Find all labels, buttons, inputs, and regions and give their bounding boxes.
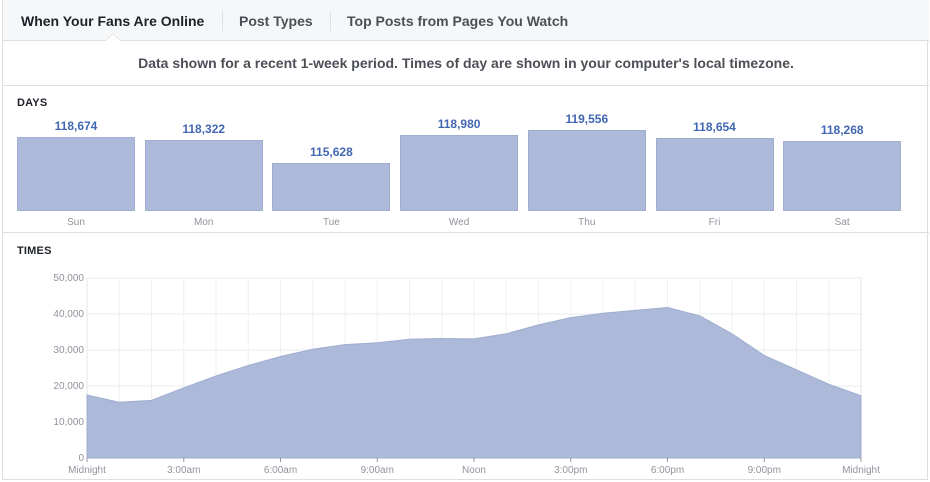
tab-bar: When Your Fans Are Online Post Types Top… bbox=[3, 0, 929, 41]
day-value-label: 118,674 bbox=[54, 119, 98, 134]
x-tick-label: 9:00pm bbox=[748, 465, 781, 476]
day-value-label: 119,556 bbox=[565, 112, 609, 126]
x-tick-label: 3:00pm bbox=[554, 465, 587, 476]
times-section-label: TIMES bbox=[17, 245, 52, 257]
day-value-label: 115,628 bbox=[310, 145, 353, 160]
y-tick-label: 40,000 bbox=[53, 309, 84, 320]
x-tick-label: Noon bbox=[462, 465, 486, 476]
x-tick-label: 6:00pm bbox=[651, 465, 684, 476]
tab-when-fans-online[interactable]: When Your Fans Are Online bbox=[21, 13, 205, 29]
day-value-label: 118,322 bbox=[182, 122, 226, 137]
x-tick-label: 3:00am bbox=[167, 465, 200, 476]
day-axis-label: Mon bbox=[193, 217, 214, 228]
x-tick-label: 6:00am bbox=[264, 465, 297, 476]
active-tab-caret bbox=[105, 33, 121, 41]
tab-separator bbox=[222, 11, 223, 31]
day-axis-label: Thu bbox=[578, 217, 596, 228]
x-tick-label: Midnight bbox=[68, 465, 106, 476]
tab-top-posts[interactable]: Top Posts from Pages You Watch bbox=[347, 13, 569, 29]
y-tick-label: 0 bbox=[78, 453, 84, 464]
x-tick-label: 9:00am bbox=[361, 465, 394, 476]
day-axis-label: Fri bbox=[708, 217, 721, 228]
section-divider bbox=[3, 232, 929, 233]
day-axis-label: Wed bbox=[448, 217, 470, 228]
day-bar-thu[interactable] bbox=[527, 130, 646, 211]
day-bar-wed[interactable] bbox=[400, 134, 519, 211]
day-value-label: 118,654 bbox=[693, 119, 736, 134]
day-bar-fri[interactable] bbox=[655, 137, 774, 211]
y-tick-label: 20,000 bbox=[53, 381, 84, 392]
day-bar-sat[interactable] bbox=[783, 140, 902, 211]
day-axis-label: Tue bbox=[322, 217, 340, 228]
tab-post-types[interactable]: Post Types bbox=[239, 13, 313, 29]
day-bar-mon[interactable] bbox=[144, 140, 263, 211]
y-tick-label: 50,000 bbox=[53, 273, 84, 284]
day-bar-sun[interactable] bbox=[17, 137, 135, 211]
y-tick-label: 10,000 bbox=[53, 417, 84, 428]
day-value-label: 118,980 bbox=[437, 116, 481, 131]
x-tick-label: Midnight bbox=[842, 465, 880, 476]
day-bar-tue[interactable] bbox=[272, 163, 391, 211]
day-axis-label: Sat bbox=[834, 217, 850, 228]
timezone-notice: Data shown for a recent 1-week period. T… bbox=[3, 42, 929, 86]
tab-separator bbox=[330, 11, 331, 31]
online-fans-area[interactable] bbox=[86, 307, 862, 459]
day-axis-label: Sun bbox=[67, 217, 85, 228]
day-value-label: 118,268 bbox=[820, 122, 864, 137]
y-tick-label: 30,000 bbox=[53, 345, 84, 356]
days-section-label: DAYS bbox=[17, 97, 48, 109]
